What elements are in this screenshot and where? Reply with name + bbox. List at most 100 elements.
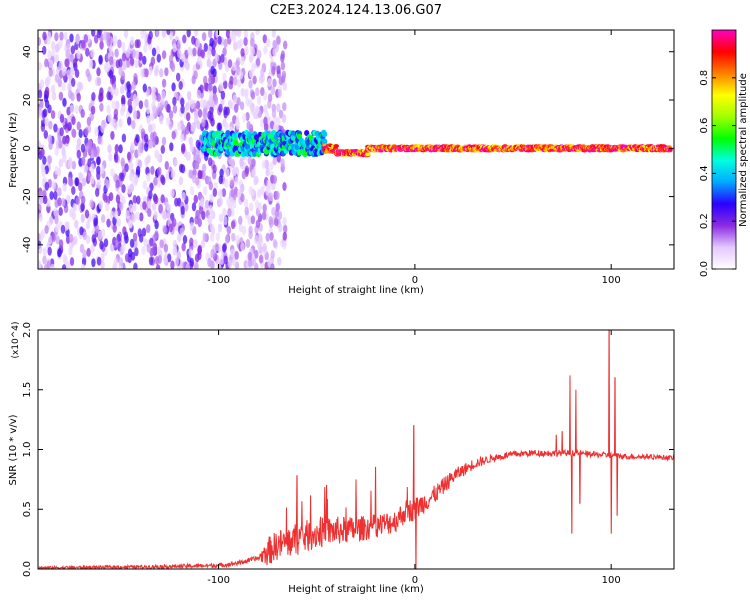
spectrogram-cell: [38, 89, 43, 99]
spectrogram-cell: [121, 195, 126, 205]
spectrogram-cell: [47, 50, 52, 59]
spectrogram-cell: [233, 30, 239, 37]
x-tick-label: 100: [602, 575, 621, 586]
spectrogram-cell: [82, 231, 88, 241]
spectrogram-cell: [71, 77, 76, 87]
spectrogram-cell: [200, 239, 206, 249]
spectrogram-xlabel: Height of straight line (km): [288, 285, 424, 296]
spectrogram-cell: [138, 100, 144, 110]
spectrogram-cell: [84, 209, 90, 219]
spectrogram-cell: [153, 195, 159, 205]
spectrogram-frame: [37, 29, 675, 270]
spectrogram-cell: [189, 143, 195, 153]
spectrogram-cell: [213, 96, 219, 105]
spectrogram-cell: [232, 94, 238, 104]
spectrogram-cell: [267, 77, 272, 87]
spectrogram-cell: [272, 239, 278, 248]
spectrogram-cell: [118, 66, 123, 76]
spectrogram-cell: [193, 194, 198, 204]
spectrogram-cell: [148, 66, 153, 75]
spectrogram-cell: [113, 209, 119, 219]
spectrogram-cell: [100, 252, 105, 262]
spectrogram-cell: [272, 39, 277, 49]
spectrogram-cell: [245, 238, 251, 248]
spectrogram-cell: [142, 180, 147, 190]
spectrogram-cell: [85, 68, 90, 78]
spectrogram-cell: [146, 243, 151, 253]
spectrogram-cell: [106, 218, 111, 228]
spectrogram-cell: [182, 34, 187, 44]
spectrogram-cell: [119, 85, 125, 95]
spectrogram-cell: [244, 88, 249, 98]
spectrogram-cell: [257, 188, 262, 198]
spectrogram-cell: [174, 257, 179, 267]
spectrogram-cell: [168, 110, 174, 120]
spectrogram-cell: [163, 256, 169, 266]
spectrogram-cell: [239, 101, 245, 111]
spectrogram-cell: [240, 193, 245, 203]
spectrogram-cell: [63, 204, 69, 214]
spectrogram-cell: [234, 103, 239, 113]
spectrogram-cell: [243, 198, 249, 208]
spectrogram-cell: [172, 104, 178, 114]
spectrogram-cell: [88, 59, 94, 69]
spectrogram-cell: [203, 82, 208, 92]
spectrogram-cell: [134, 247, 139, 257]
spectrogram-cell: [212, 164, 217, 174]
spectrogram-cell: [248, 79, 253, 89]
spectrogram-cell: [98, 200, 104, 210]
spectrogram-cell: [110, 117, 115, 127]
spectrogram-cell: [223, 255, 228, 265]
spectrogram-cell: [176, 250, 181, 260]
spectrogram-cell: [152, 93, 157, 103]
spectrogram-cell: [241, 170, 247, 180]
spectrogram-cell: [55, 235, 60, 245]
spectrogram-cell: [121, 133, 127, 143]
spectrogram-cell: [240, 48, 245, 57]
spectrogram-cell: [211, 210, 216, 220]
spectrogram-cell: [230, 179, 235, 189]
spectrogram-cell: [85, 143, 90, 152]
spectrogram-cell: [155, 45, 160, 55]
y-tick-label: 1.0: [22, 442, 33, 458]
spectrogram-cell: [90, 105, 96, 115]
spectrogram-cell: [133, 110, 138, 119]
spectrogram-cell: [91, 258, 96, 268]
spectrogram-cell: [211, 47, 216, 57]
spectrogram-cell: [121, 184, 126, 194]
spectrogram-cell: [278, 223, 283, 233]
spectrogram-cell: [105, 31, 111, 41]
spectrogram-cell: [227, 59, 233, 69]
spectrogram-cell: [223, 216, 228, 226]
y-tick-label: 1.5: [22, 382, 33, 398]
spectrogram-cell: [123, 30, 129, 39]
spectrogram-cell: [69, 257, 75, 266]
spectrogram-cell: [159, 115, 164, 125]
spectrogram-cell: [232, 167, 237, 177]
spectrogram-cell: [189, 257, 195, 267]
spectrogram-cell: [108, 69, 114, 79]
spectrogram-cell: [156, 93, 161, 102]
spectrogram-cell: [71, 186, 76, 195]
spectrogram-cell: [197, 108, 203, 118]
spectrogram-cell: [229, 75, 234, 85]
spectrogram-cell: [208, 30, 213, 39]
spectrogram-cell: [58, 207, 63, 216]
spectrogram-cell: [39, 79, 45, 89]
spectrogram-cell: [71, 116, 76, 126]
spectrogram-cell: [118, 58, 123, 68]
spectrogram-cell: [61, 264, 67, 269]
spectrogram-cell: [71, 211, 77, 221]
spectrogram-cell: [191, 202, 197, 212]
spectrogram-cell: [188, 169, 194, 179]
spectrogram-cell: [148, 140, 153, 150]
spectrogram-cell: [62, 253, 67, 263]
spectrogram-cell: [165, 209, 171, 219]
spectrogram-cell: [256, 49, 262, 59]
spectrogram-cell: [277, 256, 282, 266]
spectrogram-cell: [130, 36, 135, 46]
spectrogram-cell: [333, 144, 339, 148]
spectrogram-cell: [229, 196, 234, 206]
spectrogram-cell: [106, 104, 111, 114]
spectrogram-cell: [176, 42, 181, 52]
